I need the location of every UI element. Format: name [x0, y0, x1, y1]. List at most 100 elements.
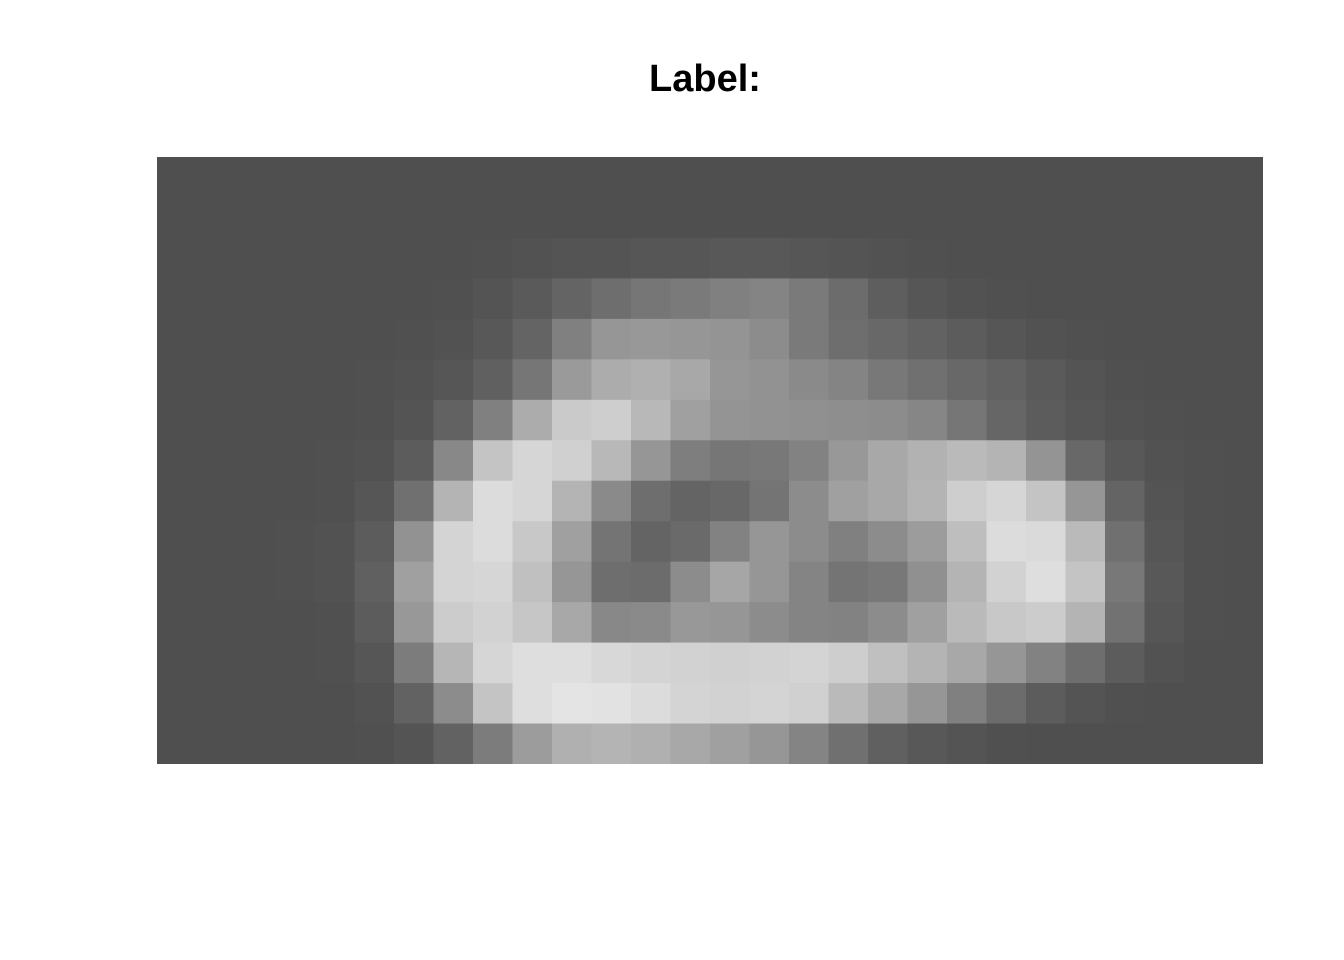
image-pixel [828, 278, 869, 320]
image-pixel [1144, 521, 1185, 563]
image-pixel [947, 521, 988, 563]
image-pixel [354, 197, 395, 239]
image-pixel [789, 157, 830, 199]
image-pixel [552, 399, 593, 441]
image-pixel [433, 197, 474, 239]
image-pixel [947, 602, 988, 644]
image-pixel [749, 683, 790, 725]
image-pixel [1223, 642, 1263, 684]
image-pixel [433, 440, 474, 482]
image-pixel [473, 359, 514, 401]
image-pixel [1184, 278, 1225, 320]
image-pixel [1223, 683, 1263, 725]
image-pixel [394, 521, 435, 563]
image-pixel [552, 157, 593, 199]
image-pixel [394, 440, 435, 482]
image-pixel [631, 157, 672, 199]
image-pixel [433, 602, 474, 644]
image-pixel [157, 440, 198, 482]
image-pixel [394, 318, 435, 360]
image-pixel [1026, 399, 1067, 441]
image-pixel [591, 723, 632, 764]
image-pixel [868, 197, 909, 239]
image-pixel [1144, 561, 1185, 603]
image-pixel [591, 157, 632, 199]
image-pixel [986, 278, 1027, 320]
image-pixel [907, 440, 948, 482]
image-pixel [473, 157, 514, 199]
image-pixel [710, 440, 751, 482]
image-pixel [433, 399, 474, 441]
image-pixel [986, 521, 1027, 563]
image-pixel [828, 683, 869, 725]
image-pixel [710, 318, 751, 360]
image-pixel [868, 278, 909, 320]
image-pixel [275, 602, 316, 644]
image-pixel [749, 359, 790, 401]
image-pixel [1105, 399, 1146, 441]
image-pixel [789, 278, 830, 320]
image-pixel [749, 642, 790, 684]
image-pixel [591, 359, 632, 401]
image-pixel [1184, 197, 1225, 239]
image-pixel [1105, 521, 1146, 563]
image-pixel [354, 561, 395, 603]
image-pixel [828, 399, 869, 441]
image-pixel [1105, 359, 1146, 401]
image-pixel [828, 318, 869, 360]
image-pixel [473, 521, 514, 563]
image-pixel [512, 480, 553, 522]
image-pixel [473, 440, 514, 482]
image-pixel [828, 237, 869, 279]
image-pixel [631, 521, 672, 563]
image-pixel [236, 237, 277, 279]
image-pixel [907, 197, 948, 239]
image-pixel [828, 480, 869, 522]
image-pixel [1144, 602, 1185, 644]
image-pixel [710, 237, 751, 279]
image-pixel [947, 318, 988, 360]
image-pixel [789, 359, 830, 401]
image-pixel [1223, 521, 1263, 563]
image-pixel [1065, 197, 1106, 239]
image-pixel [710, 561, 751, 603]
image-pixel [828, 157, 869, 199]
image-pixel [394, 399, 435, 441]
image-pixel [1184, 440, 1225, 482]
image-pixel [315, 521, 356, 563]
image-pixel [591, 602, 632, 644]
image-pixel [789, 602, 830, 644]
image-pixel [591, 237, 632, 279]
image-pixel [354, 440, 395, 482]
image-pixel [512, 683, 553, 725]
image-pixel [868, 683, 909, 725]
image-pixel [1144, 197, 1185, 239]
image-pixel [749, 521, 790, 563]
image-pixel [552, 521, 593, 563]
figure-title: Label: [649, 58, 761, 100]
image-pixel [236, 642, 277, 684]
image-pixel [789, 318, 830, 360]
image-pixel [749, 440, 790, 482]
image-pixel [1223, 197, 1263, 239]
image-pixel [670, 197, 711, 239]
image-pixel [1184, 480, 1225, 522]
image-pixel [986, 602, 1027, 644]
image-pixel [947, 157, 988, 199]
image-pixel [157, 683, 198, 725]
image-pixel [275, 561, 316, 603]
image-pixel [433, 683, 474, 725]
image-pixel [236, 359, 277, 401]
image-pixel [986, 480, 1027, 522]
image-pixel [196, 278, 237, 320]
image-pixel [157, 399, 198, 441]
image-pixel [1065, 480, 1106, 522]
image-pixel [512, 399, 553, 441]
image-pixel [1065, 318, 1106, 360]
image-pixel [1026, 157, 1067, 199]
image-pixel [907, 723, 948, 764]
image-pixel [947, 480, 988, 522]
image-pixel [275, 480, 316, 522]
image-pixel [710, 197, 751, 239]
image-pixel [473, 278, 514, 320]
